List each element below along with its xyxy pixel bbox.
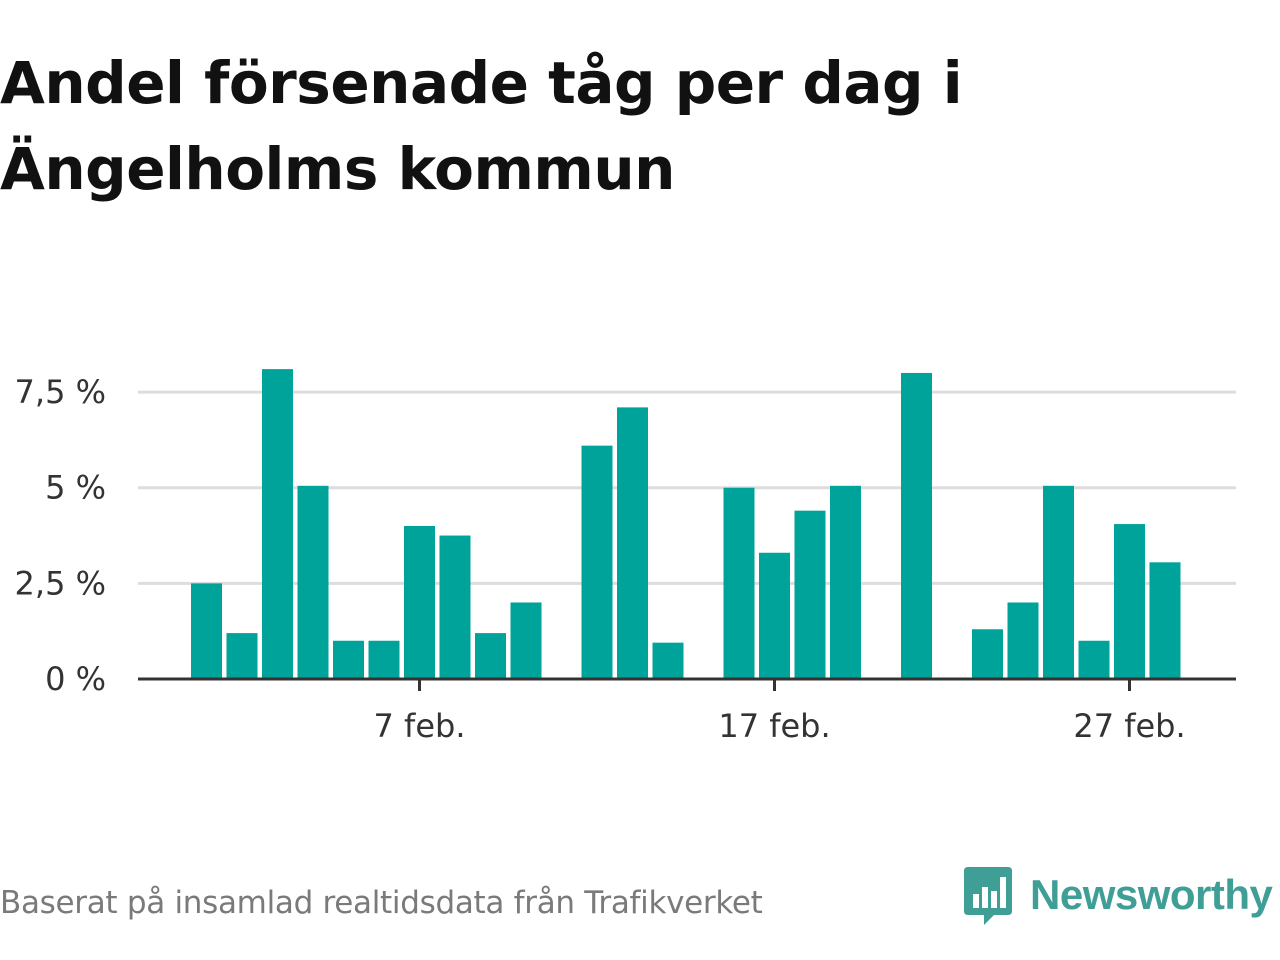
bar: [191, 583, 222, 679]
x-tick-label: 7 feb.: [374, 707, 466, 745]
bar: [830, 485, 861, 679]
bar: [1007, 602, 1039, 679]
y-tick-label: 7,5 %: [15, 373, 106, 411]
bar: [475, 633, 506, 679]
y-tick-label: 5 %: [45, 469, 106, 507]
bar: [262, 369, 293, 679]
y-axis-tick-labels: 0 % 2,5 % 5 % 7,5 %: [15, 373, 106, 698]
chart-title: Andel försenade tåg per dag i Ängelholms…: [0, 49, 963, 203]
x-axis-tick-labels: 7 feb. 17 feb. 27 feb.: [374, 679, 1186, 745]
bar: [1149, 562, 1181, 679]
brand-name: Newsworthy: [1030, 871, 1273, 918]
brand-logo: Newsworthy: [962, 862, 1273, 928]
bar: [1043, 485, 1074, 679]
bar: [617, 407, 648, 679]
x-tick-label: 27 feb.: [1073, 707, 1185, 745]
bar: [581, 445, 613, 679]
bar-chart: 0 % 2,5 % 5 % 7,5 % 7 feb. 17 feb. 27 feb.: [15, 369, 1236, 745]
bar: [333, 640, 364, 679]
bar: [404, 525, 435, 679]
x-tick-label: 17 feb.: [718, 707, 830, 745]
y-tick-label: 0 %: [45, 660, 106, 698]
bar: [368, 640, 400, 679]
bar: [723, 487, 755, 679]
bar: [297, 485, 329, 679]
bar: [1114, 524, 1145, 679]
bar: [972, 629, 1003, 679]
y-tick-label: 2,5 %: [15, 564, 106, 602]
bar: [226, 633, 258, 679]
bar: [794, 510, 826, 679]
bar: [652, 642, 684, 679]
bar: [510, 602, 542, 679]
source-note: Baserat på insamlad realtidsdata från Tr…: [0, 885, 763, 921]
bar-chart-speech-bubble-icon: [964, 867, 1012, 925]
bar: [439, 535, 471, 679]
bars: [191, 369, 1181, 679]
bar: [759, 552, 790, 679]
bar: [1078, 640, 1110, 679]
bar: [901, 372, 932, 679]
